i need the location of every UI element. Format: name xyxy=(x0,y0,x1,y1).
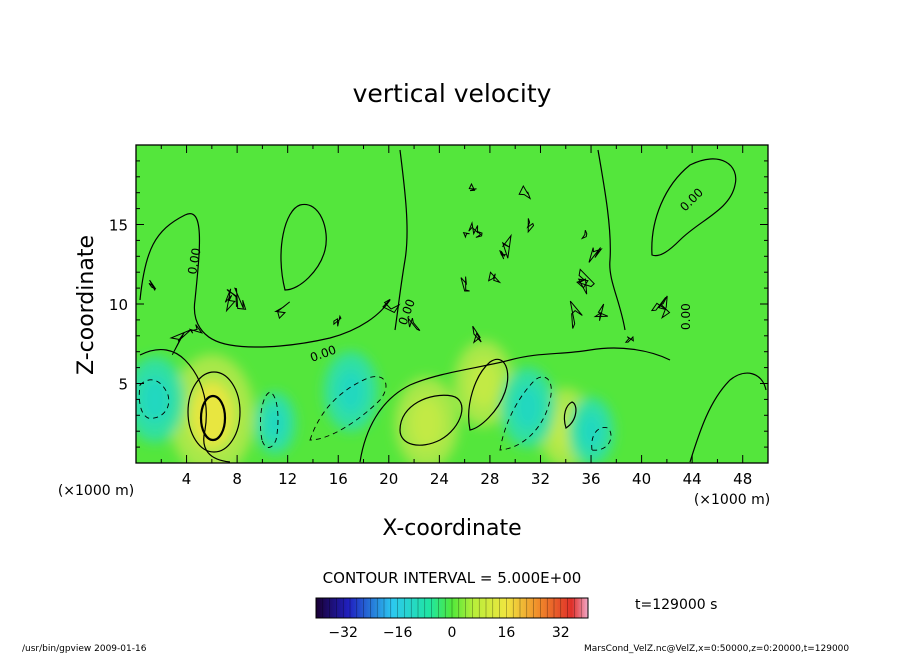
x-tick-label: 12 xyxy=(278,470,297,488)
downdraft-core xyxy=(337,369,365,414)
noise-contours xyxy=(148,182,671,356)
x-tick-label: 8 xyxy=(232,470,242,488)
small-contour xyxy=(234,287,247,310)
small-contour xyxy=(588,247,603,263)
colorbar-ticks: −32 −16 0 16 32 xyxy=(328,625,569,641)
small-contour xyxy=(475,230,483,238)
small-contour xyxy=(274,301,291,320)
zero-contour-far-right xyxy=(689,372,767,463)
small-contour xyxy=(518,184,532,200)
updraft-contour-34 xyxy=(563,401,577,429)
downdraft-contour-left xyxy=(138,379,170,419)
updraft-core xyxy=(190,381,234,449)
updraft-core xyxy=(468,359,499,408)
downdraft-contour-16 xyxy=(309,376,387,441)
downdraft-contour-12 xyxy=(259,391,279,448)
footer-left: /usr/bin/gpview 2009-01-16 xyxy=(22,644,147,654)
small-contour xyxy=(499,249,507,260)
x-axis-label: X-coordinate xyxy=(382,516,521,541)
contour-interval-text: CONTOUR INTERVAL = 5.000E+00 xyxy=(323,569,582,587)
small-contour xyxy=(569,300,583,329)
small-contour xyxy=(624,335,634,343)
small-contour xyxy=(580,230,588,240)
colorbar-divisions xyxy=(322,598,582,618)
small-contour xyxy=(487,271,502,284)
contour-lines xyxy=(139,149,767,463)
x-tick-label: 20 xyxy=(379,470,398,488)
colorbar-tick-label: 16 xyxy=(497,625,515,641)
x-tick-label: 24 xyxy=(430,470,449,488)
small-contour xyxy=(169,329,192,356)
contour-label: 0.00 xyxy=(185,247,203,276)
small-contour xyxy=(148,279,157,291)
updraft-core-contour-inner xyxy=(199,394,227,442)
updraft-contour-28 xyxy=(468,358,509,431)
zero-contour-column xyxy=(394,149,408,331)
small-contour xyxy=(577,268,595,288)
y-axis: 5 10 15 xyxy=(109,144,768,464)
x-tick-label: 48 xyxy=(733,470,752,488)
x-tick-label: 36 xyxy=(581,470,600,488)
zero-contour-left xyxy=(139,213,391,348)
downdraft-contour-32 xyxy=(499,376,552,451)
small-contour xyxy=(468,182,477,192)
zero-contour-mid-band xyxy=(359,347,671,463)
plot-area xyxy=(136,145,768,463)
downdraft-core xyxy=(514,385,542,430)
chart-title: vertical velocity xyxy=(353,79,552,108)
x-axis: 4 8 12 16 20 24 28 32 36 40 44 48 xyxy=(135,145,769,488)
updraft-contour-24 xyxy=(399,394,463,446)
small-contour xyxy=(224,288,236,313)
x-tick-label: 4 xyxy=(182,470,192,488)
downdraft-core xyxy=(140,375,170,424)
zero-contour-lower-band xyxy=(139,348,231,463)
y-tick-label: 15 xyxy=(109,217,128,235)
small-contour xyxy=(501,233,512,259)
small-contour xyxy=(472,325,482,344)
colorbar-tick-label: −16 xyxy=(383,625,413,641)
small-contour xyxy=(462,231,470,239)
x-tick-label: 32 xyxy=(531,470,550,488)
small-contour xyxy=(407,316,421,332)
zero-contour-right-lobe xyxy=(651,158,737,257)
small-contour xyxy=(460,276,470,292)
downdraft-core xyxy=(579,412,603,450)
y-tick-label: 5 xyxy=(118,376,128,394)
small-contour xyxy=(226,289,237,307)
zero-contour-right-column xyxy=(597,149,626,331)
y-tick-label: 10 xyxy=(109,296,128,314)
y-unit-label: (×1000 m) xyxy=(58,483,134,499)
x-tick-label: 44 xyxy=(683,470,702,488)
small-contour xyxy=(468,221,479,236)
negative-contours xyxy=(138,376,612,451)
x-tick-label: 28 xyxy=(480,470,499,488)
downdraft-contour-36 xyxy=(591,427,612,451)
small-contour xyxy=(333,314,342,327)
x-tick-label: 40 xyxy=(632,470,651,488)
small-contour xyxy=(650,296,667,312)
downdraft-core xyxy=(264,406,286,441)
x-tick-label: 16 xyxy=(329,470,348,488)
time-label: t=129000 s xyxy=(635,597,717,613)
zero-contour-island xyxy=(280,203,327,291)
small-contour xyxy=(526,218,535,234)
colorbar-tick-label: −32 xyxy=(328,625,358,641)
small-contour xyxy=(382,298,401,314)
updraft-core xyxy=(410,397,443,449)
footer-right: MarsCond_VelZ.nc@VelZ,x=0:50000,z=0:2000… xyxy=(584,644,849,654)
colorbar: −32 −16 0 16 32 xyxy=(315,597,589,641)
small-contour xyxy=(188,324,204,334)
contour-label: 0.00 xyxy=(679,303,693,330)
colorbar-tick-label: 32 xyxy=(552,625,570,641)
small-contour xyxy=(593,303,608,321)
colorbar-tick-label: 0 xyxy=(448,625,457,641)
y-axis-label: Z-coordinate xyxy=(74,235,99,375)
x-unit-label: (×1000 m) xyxy=(694,492,770,508)
updraft-core-contour-outer xyxy=(187,371,241,453)
small-contour xyxy=(576,278,589,295)
